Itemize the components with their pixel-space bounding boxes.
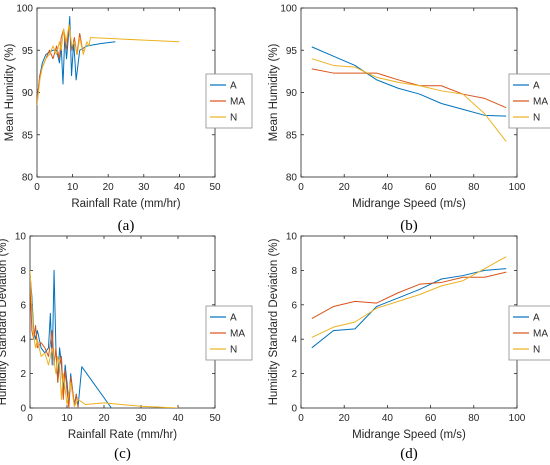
panel-caption: (a) (118, 218, 135, 234)
series-line-n (311, 58, 507, 142)
chart-panel: 0 10 20 30 40 50 80 85 90 95 100 Rainfall Rate (mm/… (4, 4, 253, 234)
y-axis-label: Humidity Standard Deviation (%) (0, 238, 9, 405)
legend-label-n: N (533, 345, 540, 356)
series-line-n (30, 270, 179, 408)
y-tick-label: 0 (291, 404, 297, 415)
series-line-ma (311, 68, 507, 109)
x-tick-label: 80 (468, 413, 480, 424)
y-axis-label: Humidity Standard Deviation (%) (268, 238, 280, 405)
x-tick-label: 40 (172, 413, 184, 424)
legend: A MA N (508, 305, 550, 361)
legend-label-ma: MA (230, 97, 245, 108)
y-tick-label: 6 (291, 300, 297, 311)
y-tick-label: 90 (22, 88, 34, 99)
x-tick-label: 20 (339, 182, 351, 193)
x-tick-label: 10 (67, 182, 79, 193)
y-tick-label: 8 (291, 266, 297, 277)
x-tick-label: 20 (339, 413, 351, 424)
plot-area (300, 235, 518, 409)
x-tick-label: 20 (98, 413, 110, 424)
x-tick-label: 50 (209, 413, 221, 424)
legend-label-n: N (533, 113, 540, 124)
x-tick-label: 40 (174, 182, 186, 193)
legend-label-ma: MA (230, 329, 245, 340)
y-tick-label: 80 (286, 173, 298, 184)
y-tick-label: 2 (291, 369, 297, 380)
y-axis-label: Mean Humidity (%) (4, 43, 16, 141)
y-tick-label: 100 (16, 4, 33, 15)
x-tick-label: 0 (298, 182, 304, 193)
y-tick-label: 10 (286, 232, 298, 243)
legend-label-a: A (533, 313, 540, 324)
x-tick-label: 10 (61, 413, 73, 424)
x-tick-label: 40 (382, 413, 394, 424)
legend: A MA N (205, 73, 253, 129)
x-tick-label: 0 (27, 413, 33, 424)
x-tick-label: 60 (425, 413, 437, 424)
x-axis-label: Midrange Speed (m/s) (352, 429, 466, 441)
y-tick-label: 85 (286, 130, 298, 141)
legend-label-n: N (230, 345, 237, 356)
series-line-a (311, 46, 507, 117)
x-axis-label: Rainfall Rate (mm/hr) (68, 429, 177, 441)
x-tick-label: 80 (468, 182, 480, 193)
legend-label-ma: MA (533, 329, 548, 340)
plot-area (300, 7, 518, 178)
x-tick-label: 30 (138, 182, 150, 193)
series-line-a (311, 268, 507, 349)
legend-box (508, 73, 550, 129)
y-tick-label: 4 (20, 335, 26, 346)
y-tick-label: 80 (22, 173, 34, 184)
y-tick-label: 95 (22, 46, 34, 57)
x-tick-label: 60 (425, 182, 437, 193)
x-tick-label: 100 (509, 413, 526, 424)
legend-label-a: A (533, 81, 540, 92)
y-tick-label: 6 (20, 300, 26, 311)
legend-label-a: A (230, 81, 237, 92)
legend-label-n: N (230, 113, 237, 124)
chart-panel: 0 10 20 30 40 50 0 2 4 6 8 10 Rainfall Rate (mm/hr) H… (0, 232, 253, 462)
series-line-n (37, 24, 180, 106)
series-line-ma (311, 271, 507, 319)
x-tick-label: 20 (103, 182, 115, 193)
panel-caption: (c) (114, 446, 131, 462)
legend: A MA N (205, 305, 253, 361)
y-tick-label: 85 (22, 130, 34, 141)
x-axis-label: Midrange Speed (m/s) (352, 198, 466, 210)
y-tick-label: 95 (286, 46, 298, 57)
y-tick-label: 0 (20, 404, 26, 415)
y-tick-label: 4 (291, 335, 297, 346)
x-axis-label: Rainfall Rate (mm/hr) (71, 198, 180, 210)
y-tick-label: 100 (280, 4, 297, 15)
x-tick-label: 0 (34, 182, 40, 193)
y-axis-label: Mean Humidity (%) (268, 43, 280, 141)
y-tick-label: 8 (20, 266, 26, 277)
legend-label-a: A (230, 313, 237, 324)
panel-caption: (b) (400, 218, 418, 234)
chart-panel: 0 20 40 60 80 100 0 2 4 6 8 10 Midrange Speed (m/s) H… (268, 232, 550, 462)
panel-caption: (d) (400, 446, 418, 462)
legend: A MA N (508, 73, 550, 129)
chart-panel: 0 20 40 60 80 100 80 85 90 95 100 Midrange Speed (m… (268, 4, 550, 234)
x-tick-label: 30 (135, 413, 147, 424)
x-tick-label: 40 (382, 182, 394, 193)
y-tick-label: 90 (286, 88, 298, 99)
y-tick-label: 2 (20, 369, 26, 380)
x-tick-label: 100 (509, 182, 526, 193)
x-tick-label: 0 (298, 413, 304, 424)
legend-label-ma: MA (533, 97, 548, 108)
x-tick-label: 50 (209, 182, 221, 193)
series-line-n (311, 256, 507, 338)
y-tick-label: 10 (15, 232, 27, 243)
